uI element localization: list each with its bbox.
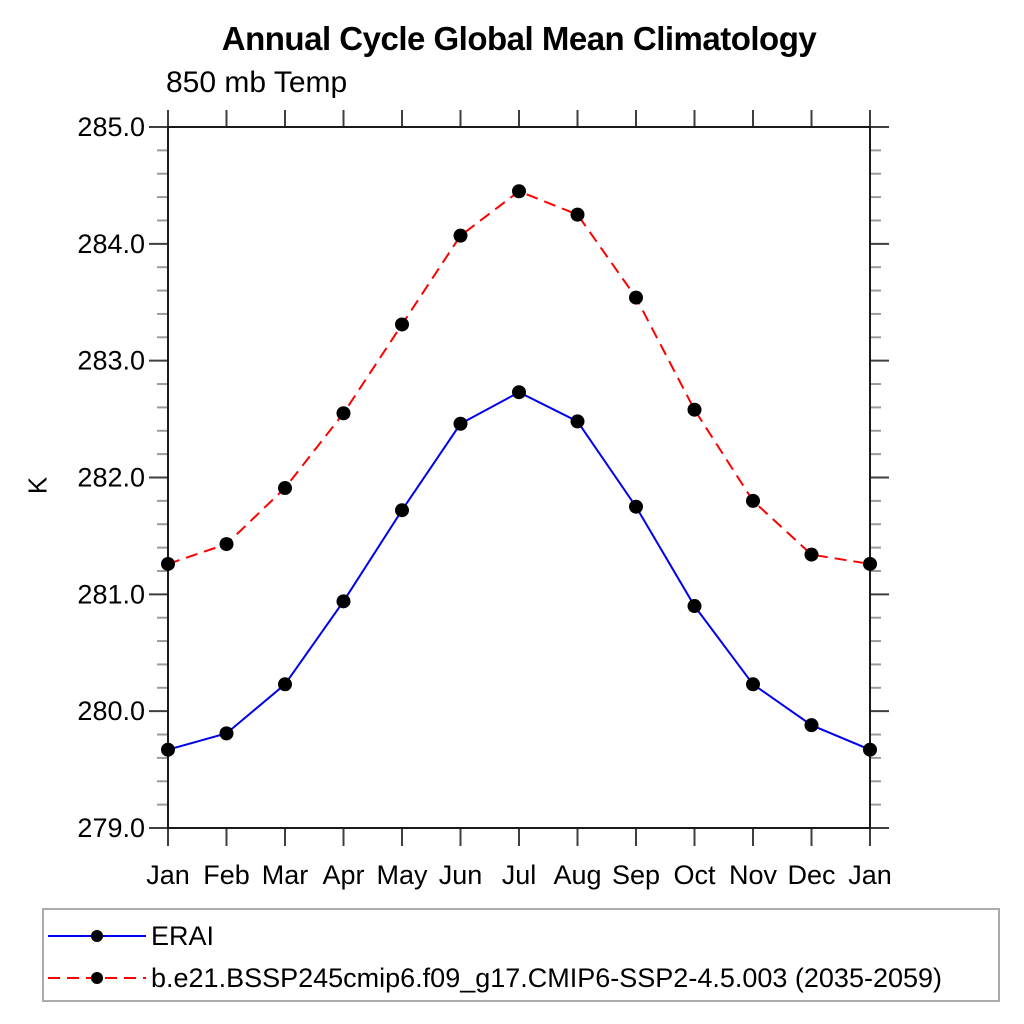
svg-text:285.0: 285.0 — [77, 112, 145, 142]
legend-item-erai: ERAI — [44, 916, 214, 956]
svg-text:281.0: 281.0 — [77, 579, 145, 609]
svg-text:279.0: 279.0 — [77, 813, 145, 843]
svg-text:Apr: Apr — [322, 860, 364, 890]
svg-text:Mar: Mar — [262, 860, 309, 890]
legend-line-sample-0 — [48, 930, 146, 942]
chart-title: Annual Cycle Global Mean Climatology — [221, 20, 817, 57]
legend-item-model: b.e21.BSSP245cmip6.f09_g17.CMIP6-SSP2-4.… — [44, 958, 942, 998]
svg-text:Dec: Dec — [787, 860, 835, 890]
legend-label-erai: ERAI — [151, 920, 215, 951]
svg-text:Jan: Jan — [848, 860, 892, 890]
svg-text:Jul: Jul — [502, 860, 537, 890]
svg-text:Oct: Oct — [673, 860, 716, 890]
svg-text:Sep: Sep — [612, 860, 660, 890]
svg-text:283.0: 283.0 — [77, 346, 145, 376]
svg-text:Aug: Aug — [553, 860, 601, 890]
svg-text:Jan: Jan — [146, 860, 190, 890]
svg-text:280.0: 280.0 — [77, 696, 145, 726]
svg-text:Feb: Feb — [203, 860, 250, 890]
svg-text:Nov: Nov — [729, 860, 778, 890]
legend-label-model: b.e21.BSSP245cmip6.f09_g17.CMIP6-SSP2-4.… — [151, 962, 943, 993]
legend: ERAI b.e21.BSSP245cmip6.f09_g17.CMIP6-SS… — [42, 908, 1000, 1002]
legend-line-sample-1 — [48, 972, 146, 984]
chart-subtitle: 850 mb Temp — [166, 66, 348, 99]
svg-text:Jun: Jun — [439, 860, 483, 890]
svg-text:282.0: 282.0 — [77, 463, 145, 493]
svg-text:284.0: 284.0 — [77, 229, 145, 259]
svg-text:May: May — [376, 860, 428, 890]
